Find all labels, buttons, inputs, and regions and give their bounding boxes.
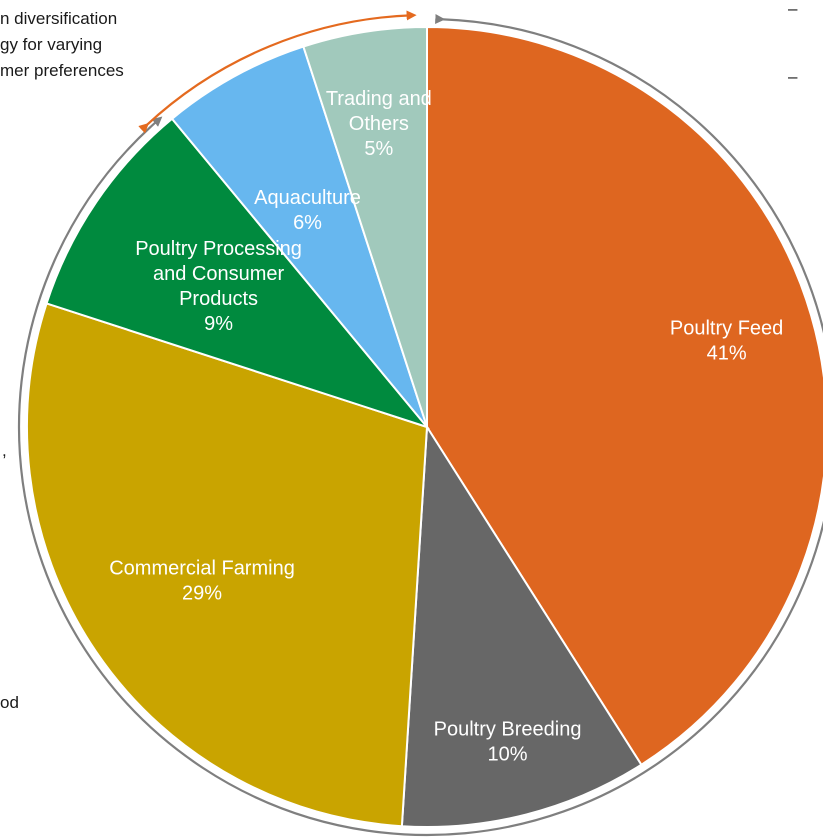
slice-label-commercial-farming: Commercial Farming 29% — [109, 557, 295, 604]
pie-slice-poultry-feed — [426, 25, 823, 767]
pie-slice-poultry-breeding — [400, 423, 643, 828]
slice-label-poultry-feed: Poultry Feed 41% — [670, 317, 783, 364]
right-dash-2: – — [788, 67, 798, 86]
slice-label-poultry-breeding: Poultry Breeding 10% — [434, 718, 582, 765]
slice-label-trading-and-others: Trading and Others 5% — [326, 88, 432, 160]
orange-annotation-arc — [138, 10, 417, 134]
gray-annotation-arc — [17, 14, 823, 837]
slice-label-aquaculture: Aquaculture 6% — [254, 187, 361, 234]
pie-slice-aquaculture — [170, 45, 428, 428]
text-fragment-od: od — [0, 693, 19, 712]
text-fragment-1: n diversification — [0, 9, 118, 28]
text-fragment-2: gy for varying — [0, 35, 103, 54]
pie-slice-commercial-farming — [26, 302, 429, 828]
text-fragment-3: mer preferences — [0, 61, 124, 80]
pie-slice-poultry-processing-and-consumer-products — [45, 117, 430, 430]
slice-label-poultry-processing-and-consumer-products: Poultry Processing and Consumer Products 9% — [135, 238, 302, 335]
text-fragment-comma: , — [2, 441, 7, 460]
right-dash-1: – — [788, 0, 798, 18]
pie-slice-trading-and-others — [302, 25, 428, 428]
